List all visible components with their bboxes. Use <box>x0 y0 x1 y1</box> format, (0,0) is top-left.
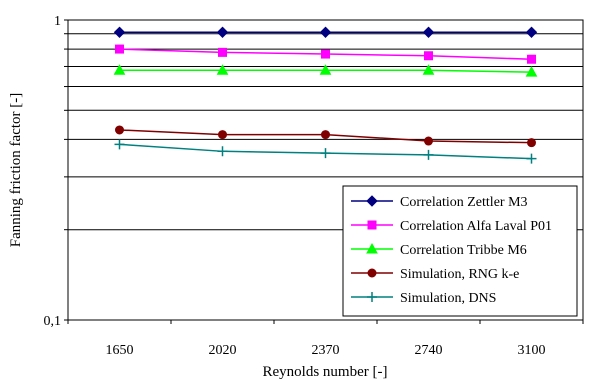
data-point <box>115 125 124 135</box>
series-1 <box>113 26 538 38</box>
plot-area-frame <box>67 19 584 321</box>
data-point <box>115 44 124 54</box>
data-point <box>525 66 538 77</box>
series-layer <box>113 26 538 164</box>
legend-label: Correlation Zettler M3 <box>400 195 528 210</box>
x-tick-label: 3100 <box>518 343 546 358</box>
data-point <box>320 148 331 159</box>
legend-marker <box>366 195 378 207</box>
legend-label: Simulation, RNG k-e <box>400 267 519 282</box>
y-tick-label: 0,1 <box>44 314 62 329</box>
series-3 <box>113 64 538 77</box>
legend-box <box>342 185 578 317</box>
x-tick-label: 2740 <box>415 343 443 358</box>
series-5 <box>114 139 537 164</box>
legend-marker <box>366 242 378 254</box>
data-point <box>217 146 228 157</box>
legend-marker <box>367 292 377 302</box>
legend-label: Correlation Tribbe M6 <box>400 243 527 258</box>
legend-item: Correlation Zettler M3 <box>351 195 528 210</box>
data-point <box>216 26 229 38</box>
data-point <box>218 47 227 57</box>
legend-item: Simulation, RNG k-e <box>351 267 519 282</box>
data-point <box>422 64 435 75</box>
data-point <box>424 136 433 146</box>
data-point <box>321 130 330 140</box>
y-tick-label: 1 <box>54 14 61 29</box>
data-point <box>527 54 536 64</box>
series-4 <box>115 125 536 148</box>
data-point <box>319 64 332 75</box>
data-point <box>113 64 126 75</box>
data-point <box>423 149 434 160</box>
y-axis-title: Fanning friction factor [-] <box>8 93 24 248</box>
data-point <box>113 26 126 38</box>
legend-marker <box>367 268 377 278</box>
legend-item: Simulation, DNS <box>351 291 496 306</box>
legend-item: Correlation Alfa Laval P01 <box>351 219 552 234</box>
data-point <box>218 130 227 140</box>
x-tick-label: 2370 <box>312 343 340 358</box>
data-point <box>526 153 537 164</box>
series-2 <box>115 44 536 64</box>
legend-item: Correlation Tribbe M6 <box>351 242 527 258</box>
legend-label: Correlation Alfa Laval P01 <box>400 219 552 234</box>
legend-marker <box>367 220 377 230</box>
data-point <box>422 26 435 38</box>
data-point <box>321 49 330 59</box>
x-tick-label: 2020 <box>209 343 237 358</box>
x-axis-ticks: 1650 2020 2370 2740 3100 <box>67 320 584 358</box>
legend: Correlation Zettler M3 Correlation Alfa L… <box>342 185 578 317</box>
x-axis-title: Reynolds number [-] <box>263 364 388 380</box>
y-axis-ticks: 10,1 <box>44 14 68 329</box>
legend-label: Simulation, DNS <box>400 291 496 306</box>
data-point <box>424 51 433 61</box>
data-point <box>114 139 125 150</box>
x-tick-label: 1650 <box>106 343 134 358</box>
data-point <box>319 26 332 38</box>
data-point <box>527 138 536 148</box>
data-point <box>216 64 229 75</box>
data-point <box>525 26 538 38</box>
